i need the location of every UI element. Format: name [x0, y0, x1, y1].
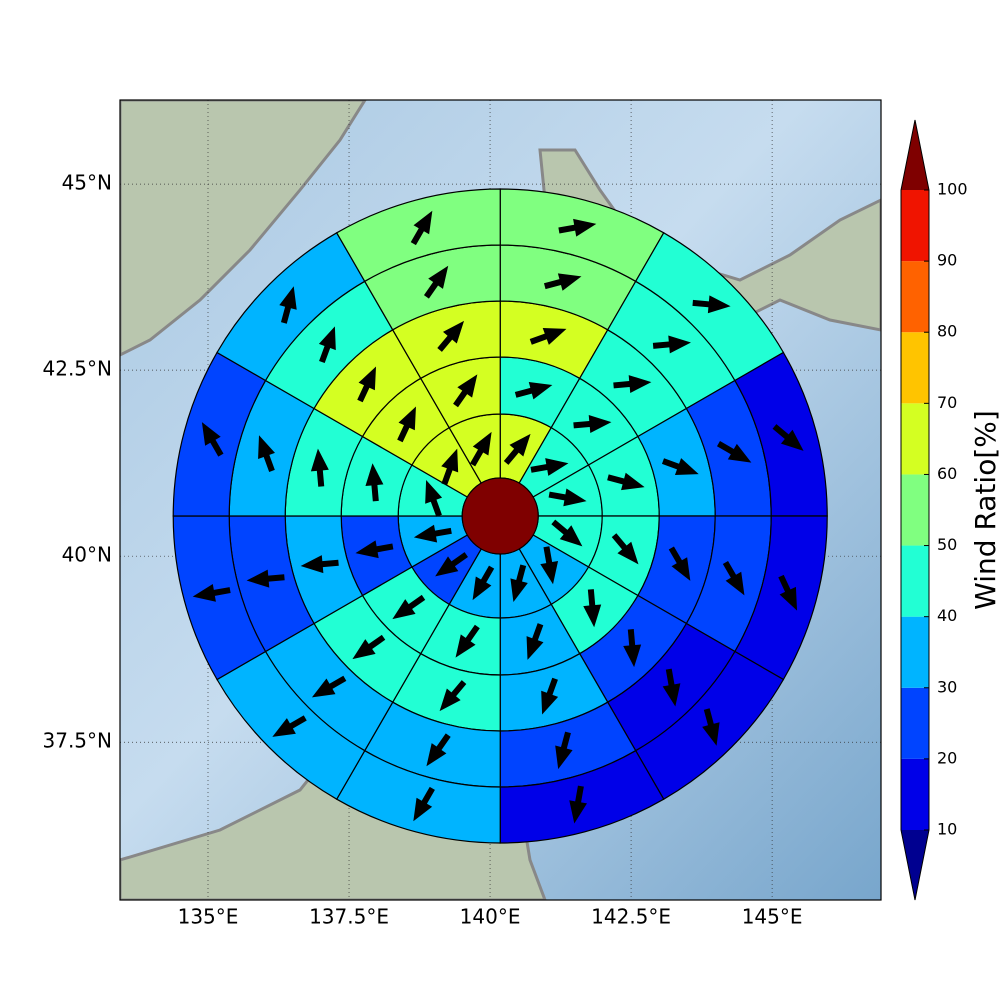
- wind-arrow: [558, 218, 597, 237]
- wind-arrow: [413, 786, 435, 822]
- wind-arrow: [573, 415, 612, 433]
- colorbar-tick-label: 70: [937, 393, 957, 412]
- wind-arrow: [258, 435, 275, 472]
- wind-arrow: [583, 589, 602, 628]
- wind-arrow: [423, 265, 449, 299]
- wind-arrow: [453, 374, 478, 408]
- colorbar-tick-label: 30: [937, 677, 957, 696]
- wind-arrow: [551, 519, 583, 547]
- wind-arrow: [540, 546, 559, 585]
- wind-arrow: [503, 433, 531, 465]
- wind-arrow: [472, 565, 495, 601]
- center-disc: [461, 477, 539, 555]
- wind-arrow: [623, 629, 642, 668]
- wind-arrow: [722, 560, 745, 596]
- colorbar: 10 20 30 40 50 60 70 80 90 100: [900, 119, 968, 901]
- wind-arrow: [555, 731, 573, 770]
- x-tick-label: 145°E: [742, 905, 803, 929]
- colorbar-segment: [901, 474, 929, 546]
- colorbar-segment: [901, 758, 929, 830]
- colorbar-segment: [901, 403, 929, 475]
- wind-arrow: [661, 458, 699, 476]
- wind-arrow: [392, 594, 426, 620]
- wind-arrow: [310, 448, 329, 487]
- colorbar-tick-label: 100: [937, 180, 968, 199]
- colorbar-segment: [901, 687, 929, 759]
- wind-arrow: [702, 708, 720, 746]
- wind-arrows: [192, 210, 804, 824]
- wind-arrow: [410, 210, 433, 246]
- y-tick-label: 45°N: [62, 171, 112, 195]
- colorbar-tick-label: 10: [937, 820, 957, 839]
- wind-arrow: [352, 634, 386, 660]
- wind-arrow: [455, 624, 480, 658]
- x-tick-label: 135°E: [178, 905, 239, 929]
- colorbar-tick-label: 90: [937, 251, 957, 270]
- wind-arrow: [357, 366, 377, 403]
- wind-arrow: [435, 552, 469, 577]
- wind-arrow: [668, 546, 691, 581]
- wind-arrow: [355, 540, 394, 559]
- colorbar-segment: [901, 545, 929, 617]
- wind-arrow: [192, 584, 231, 602]
- wind-arrow: [716, 441, 752, 463]
- axis-labels: 135°E 137.5°E 140°E 142.5°E 145°E 37.5°N 40°N 4…: [43, 171, 803, 929]
- wind-arrow: [318, 326, 336, 364]
- colorbar-tick-label: 20: [937, 748, 957, 767]
- x-tick-label: 137.5°E: [309, 905, 389, 929]
- wind-arrow: [530, 458, 569, 476]
- wind-arrow: [569, 785, 587, 824]
- wind-arrow: [246, 569, 285, 588]
- wind-arrow: [510, 564, 528, 602]
- wind-arrow: [611, 533, 639, 565]
- wind-arrow: [365, 463, 384, 502]
- wind-arrow: [607, 472, 645, 491]
- colorbar-segment: [901, 190, 929, 262]
- colorbar-tick-label: 80: [937, 322, 957, 341]
- wind-arrow: [272, 715, 307, 737]
- plot-frame: [119, 99, 882, 901]
- colorbar-tick-label: 40: [937, 606, 957, 625]
- colorbar-segment: [901, 616, 929, 688]
- wind-arrow: [300, 555, 339, 574]
- wind-arrow: [437, 320, 465, 352]
- wind-arrow: [397, 406, 416, 443]
- wind-arrow: [425, 480, 443, 517]
- colorbar-tick-label: 60: [937, 464, 957, 483]
- wind-arrow: [470, 431, 492, 467]
- colorbar-label: Wind Ratio[%]: [969, 410, 1000, 610]
- wind-arrow: [514, 382, 553, 400]
- x-tick-label: 140°E: [460, 905, 521, 929]
- wind-arrow: [439, 680, 467, 712]
- land: [120, 100, 367, 357]
- wind-arrow: [201, 422, 224, 457]
- x-tick-label: 142.5°E: [591, 905, 671, 929]
- wind-arrow: [526, 623, 544, 660]
- y-tick-label: 42.5°N: [43, 357, 113, 381]
- wind-arrow: [613, 375, 652, 393]
- wind-arrow: [279, 286, 297, 324]
- colorbar-tick-label: 50: [937, 535, 957, 554]
- wind-arrow: [652, 335, 691, 354]
- wind-arrow: [778, 574, 798, 611]
- wind-arrow: [662, 668, 681, 707]
- wind-arrow: [441, 448, 459, 486]
- wind-cells: [172, 188, 828, 844]
- wind-arrow: [541, 677, 559, 715]
- wind-arrow: [548, 488, 587, 507]
- wind-arrow: [413, 524, 452, 543]
- wind-arrow: [426, 733, 451, 767]
- wind-arrow: [543, 273, 582, 291]
- y-tick-label: 40°N: [62, 543, 112, 567]
- colorbar-extend-low: [901, 830, 929, 900]
- colorbar-extend-high: [901, 120, 929, 190]
- colorbar-segment: [901, 332, 929, 404]
- y-tick-label: 37.5°N: [43, 729, 113, 753]
- wind-arrow: [529, 327, 567, 345]
- wind-arrow: [311, 675, 347, 698]
- colorbar-segment: [901, 261, 929, 333]
- wind-arrow: [692, 295, 731, 314]
- wind-arrow: [772, 424, 804, 451]
